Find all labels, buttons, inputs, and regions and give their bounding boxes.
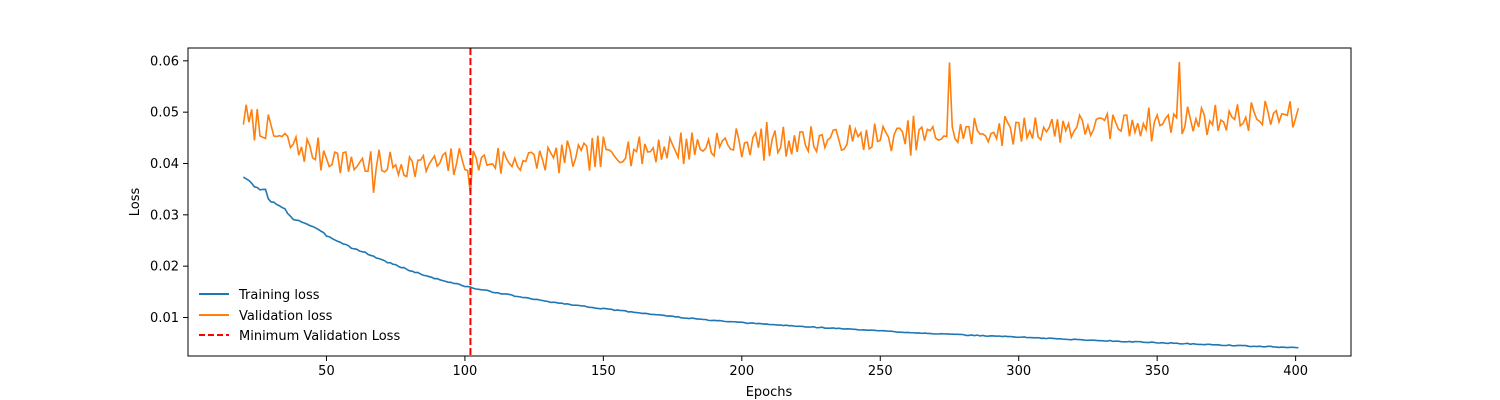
x-ticks: 50 100 150 200 250 300 350 400	[318, 356, 1308, 379]
x-tick-label: 200	[729, 364, 754, 379]
y-tick-label: 0.04	[150, 157, 179, 172]
x-tick-label: 300	[1006, 364, 1031, 379]
y-tick-label: 0.03	[150, 208, 179, 223]
legend-label-training-loss: Training loss	[238, 288, 320, 303]
legend: Training loss Validation loss Minimum Va…	[199, 288, 400, 344]
y-ticks: 0.01 0.02 0.03 0.04 0.05 0.06	[150, 54, 188, 326]
x-tick-label: 350	[1145, 364, 1170, 379]
series-lines	[242, 48, 1300, 356]
y-axis-label: Loss	[128, 188, 143, 217]
series-line-validation-loss	[242, 61, 1300, 195]
y-tick-label: 0.06	[150, 54, 179, 69]
plot-area: 50 100 150 200 250 300 350 400 0.01 0.02 0.03 0.04…	[150, 47, 1352, 379]
series-line-training-loss	[242, 176, 1299, 349]
x-axis-label: Epochs	[746, 385, 793, 400]
x-tick-label: 100	[452, 364, 477, 379]
legend-label-minimum-validation-loss: Minimum Validation Loss	[239, 329, 400, 344]
legend-label-validation-loss: Validation loss	[239, 309, 333, 324]
x-tick-label: 150	[591, 364, 616, 379]
y-tick-label: 0.01	[150, 311, 179, 326]
y-tick-label: 0.05	[150, 106, 179, 121]
y-tick-label: 0.02	[150, 260, 179, 275]
x-tick-label: 250	[868, 364, 893, 379]
plot-frame	[187, 47, 1352, 357]
x-tick-label: 50	[318, 364, 335, 379]
x-tick-label: 400	[1283, 364, 1308, 379]
